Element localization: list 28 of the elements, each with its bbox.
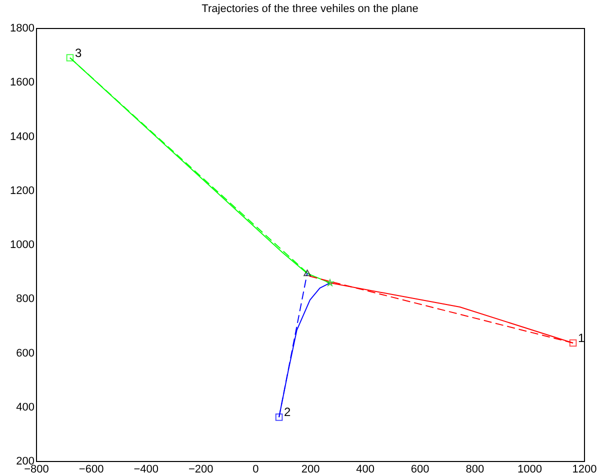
x-tick-label: −200 xyxy=(188,464,214,475)
y-tick-label: 600 xyxy=(16,347,34,360)
point xyxy=(326,279,334,286)
x-tick-label: 0 xyxy=(252,464,259,475)
point xyxy=(569,339,577,347)
x-tick-label: 1000 xyxy=(517,464,542,475)
y-tick-label: 800 xyxy=(16,293,34,306)
x-tick-label: 400 xyxy=(356,464,374,475)
x-tick-label: −400 xyxy=(134,464,158,475)
chart-title: Trajectories of the three vehiles on the plane xyxy=(202,3,418,15)
annotation: 1 xyxy=(578,331,586,346)
y-tick-label: 1200 xyxy=(10,184,34,197)
y-tick-label: 1000 xyxy=(10,239,34,251)
y-tick-label: 1800 xyxy=(10,22,34,34)
point xyxy=(275,413,283,421)
annotation: 2 xyxy=(284,405,292,420)
point xyxy=(304,270,311,276)
y-tick-label: 1600 xyxy=(10,76,34,89)
x-tick-label: −600 xyxy=(78,464,104,475)
y-tick-label: 1400 xyxy=(10,130,34,143)
x-tick-label: −800 xyxy=(24,464,49,475)
x-tick-label: 200 xyxy=(301,464,320,475)
x-tick-label: 800 xyxy=(466,464,484,475)
x-tick-label: 600 xyxy=(410,464,430,475)
annotation: 3 xyxy=(74,46,82,60)
y-tick-label: 400 xyxy=(16,401,34,414)
point xyxy=(66,54,74,62)
x-tick-label: 1200 xyxy=(572,464,597,475)
